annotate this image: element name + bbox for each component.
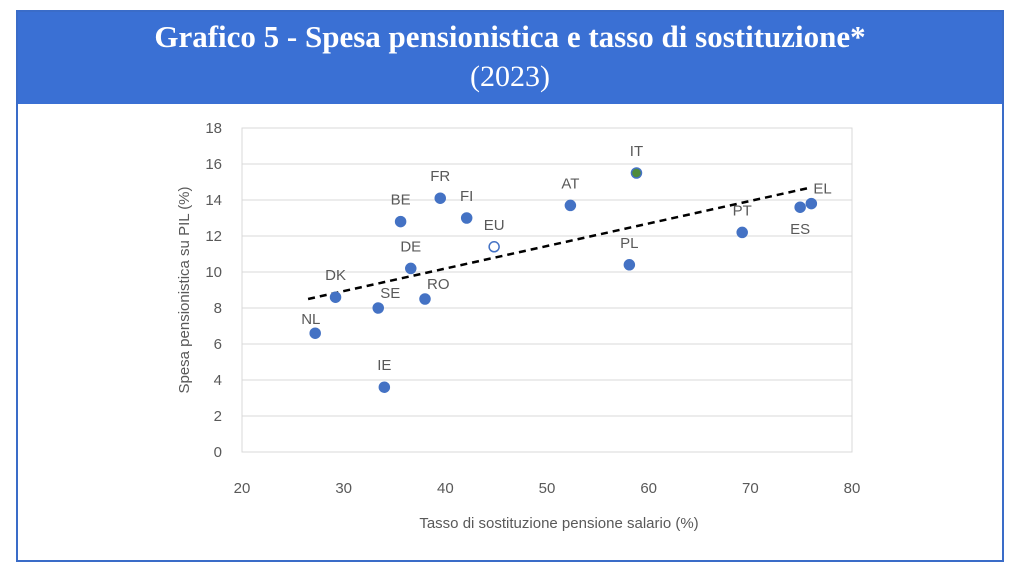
- title-banner: Grafico 5 - Spesa pensionistica e tasso …: [18, 12, 1002, 104]
- point-label-es: ES: [790, 221, 810, 238]
- data-point-se: [372, 302, 384, 314]
- point-label-ro: RO: [427, 276, 450, 293]
- data-point-pl: [623, 259, 636, 271]
- data-point-be: [394, 215, 407, 228]
- point-label-eu: EU: [484, 217, 505, 234]
- data-point-de: [405, 262, 417, 275]
- x-tick-label: 80: [844, 480, 861, 497]
- y-tick-label: 0: [214, 444, 222, 461]
- data-point-fi: [460, 212, 473, 224]
- data-point-el: [805, 197, 818, 210]
- y-tick-label: 10: [205, 264, 222, 281]
- y-tick-label: 18: [205, 120, 222, 137]
- point-label-el: EL: [813, 181, 831, 198]
- y-tick-labels: 0 2 4 6 8 10 12 14 16 18: [205, 120, 222, 461]
- x-tick-label: 70: [742, 480, 759, 497]
- point-label-be: BE: [391, 192, 411, 209]
- point-label-fr: FR: [430, 168, 450, 185]
- point-label-ie: IE: [377, 357, 391, 374]
- x-tick-label: 40: [437, 480, 454, 497]
- point-label-se: SE: [380, 285, 400, 302]
- data-point-fr: [434, 192, 446, 204]
- data-point-at: [564, 199, 577, 212]
- y-tick-label: 6: [214, 336, 222, 353]
- x-tick-label: 60: [640, 480, 657, 497]
- point-label-pt: PT: [733, 202, 752, 219]
- data-point-ie: [378, 381, 391, 393]
- data-point-ro: [419, 293, 431, 305]
- point-label-pl: PL: [620, 235, 638, 252]
- data-point-nl: [309, 327, 321, 339]
- x-tick-label: 20: [234, 480, 251, 497]
- data-point-pt: [736, 226, 748, 239]
- plot-area: [241, 127, 853, 453]
- chart-frame: Grafico 5 - Spesa pensionistica e tasso …: [16, 10, 1004, 562]
- x-tick-labels: 20 30 40 50 60 70 80: [234, 480, 861, 497]
- data-point-es: [794, 201, 806, 213]
- y-tick-label: 2: [214, 408, 222, 425]
- point-label-at: AT: [561, 175, 579, 192]
- y-tick-label: 4: [214, 372, 222, 389]
- point-labels: NL DK SE IE BE DE RO FR FI EU AT PL IT PT ES EL: [301, 143, 831, 374]
- chart-title: Grafico 5 - Spesa pensionistica e tasso …: [154, 19, 866, 54]
- y-tick-label: 14: [205, 192, 222, 209]
- point-label-dk: DK: [325, 267, 346, 284]
- y-tick-label: 12: [205, 228, 222, 245]
- point-label-it: IT: [630, 143, 643, 160]
- x-tick-label: 50: [539, 480, 556, 497]
- point-label-nl: NL: [301, 311, 320, 328]
- y-tick-label: 8: [214, 300, 222, 317]
- data-points: [309, 167, 818, 393]
- data-point-eu: [488, 241, 500, 253]
- point-label-de: DE: [400, 238, 421, 255]
- y-tick-label: 16: [205, 156, 222, 173]
- y-axis-label: Spesa pensionistica su PIL (%): [176, 186, 193, 393]
- data-point-dk: [329, 291, 342, 303]
- point-label-fi: FI: [460, 188, 473, 205]
- chart-subtitle: (2023): [470, 60, 550, 93]
- gridlines: [241, 127, 853, 453]
- data-point-it: [630, 167, 643, 179]
- x-tick-label: 30: [335, 480, 352, 497]
- x-axis-label: Tasso di sostituzione pensione salario (…: [419, 515, 698, 532]
- trendline: [307, 186, 812, 301]
